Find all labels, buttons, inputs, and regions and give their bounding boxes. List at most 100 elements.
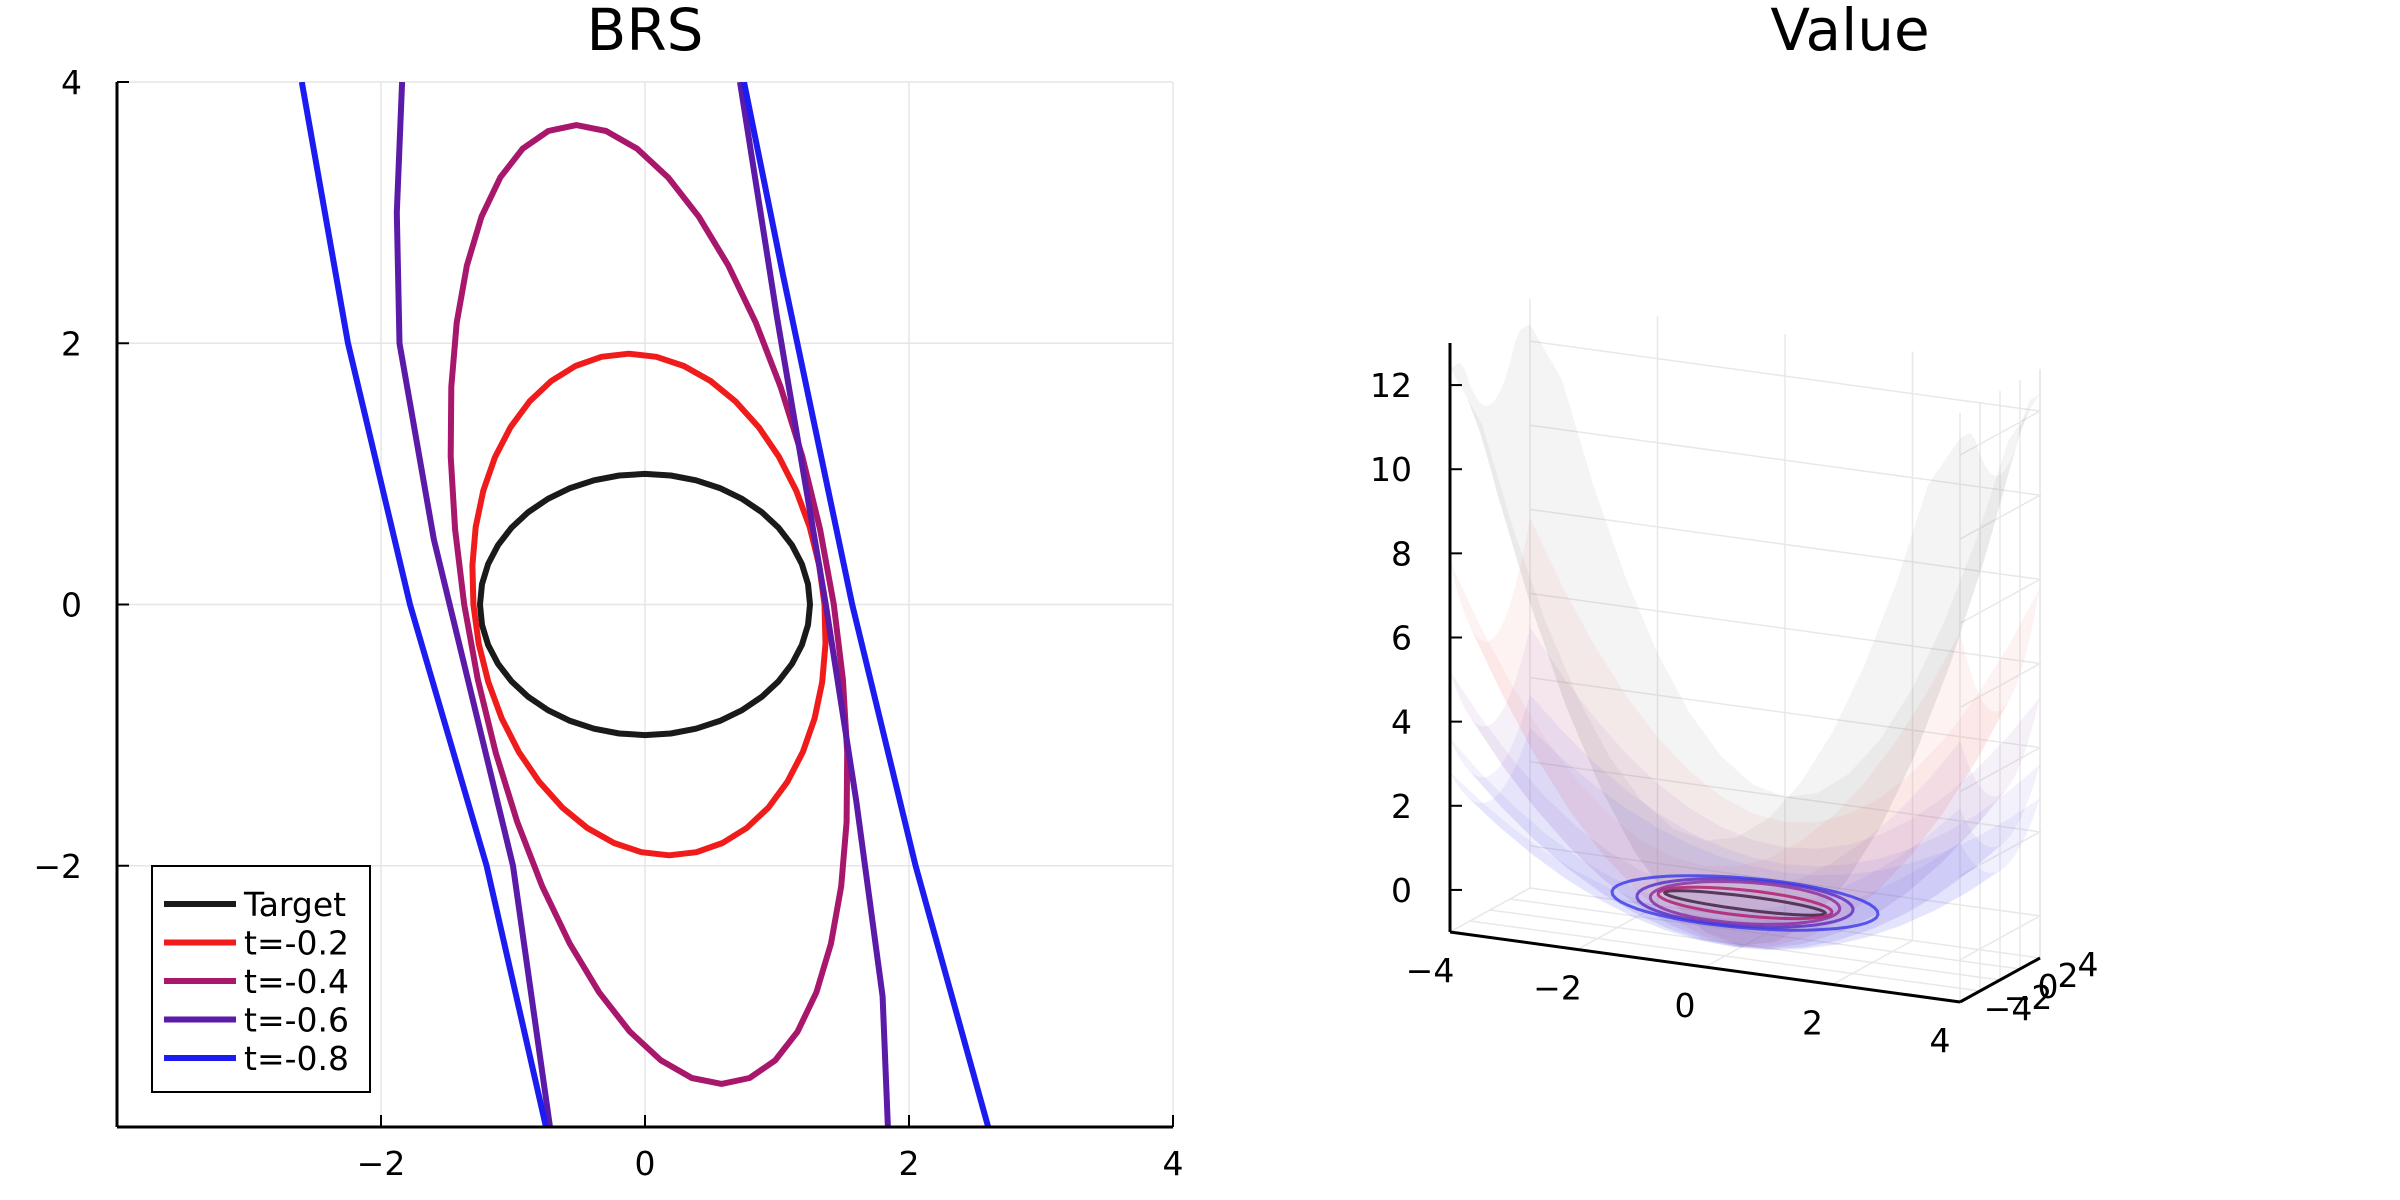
value-surface-cell — [1938, 828, 1975, 864]
value-surface-cell — [1842, 821, 1880, 870]
value-surface-cell — [1528, 599, 1566, 706]
value-surface-cell — [1869, 828, 1907, 869]
value-surface-cell — [1590, 840, 1628, 878]
value-surface-cell — [1902, 849, 1940, 880]
value-surface-cell — [1528, 833, 1566, 867]
value-surface-cell — [1948, 696, 1985, 764]
value-surface-cell — [1961, 847, 1999, 877]
value-surface-cell — [1934, 789, 1972, 836]
value-surface-cell — [1793, 943, 1831, 950]
value-surface-cell — [1669, 797, 1707, 863]
value-surface-cell — [1928, 631, 1965, 712]
value-surface-cell — [1973, 461, 2010, 585]
value-surface-cell — [1646, 827, 1684, 879]
value-surface-cell — [1820, 925, 1858, 940]
value-surface-cell — [1573, 571, 1611, 684]
value-surface-cell — [1518, 709, 1556, 778]
value-surface-cell — [1971, 736, 2009, 790]
value-surface-cell — [1538, 761, 1576, 818]
value-surface-cell — [1756, 941, 1794, 948]
value-surface-cell — [1523, 845, 1561, 875]
value-surface-cell — [1855, 858, 1893, 898]
value-x-tick-label: 2 — [1802, 1004, 1823, 1043]
value-surface-cell — [1801, 902, 1839, 915]
value-surface-cell — [1862, 926, 1900, 938]
value-surface-cell — [1919, 644, 1957, 744]
value-surface-cell — [1919, 837, 1957, 876]
value-surface-cell — [1673, 828, 1710, 868]
value-surface-cell — [1926, 893, 1964, 913]
value-surface-cell — [1874, 632, 1912, 735]
value-surface-cell — [1842, 868, 1880, 901]
value-surface-cell — [1864, 858, 1902, 889]
value-surface-cell — [1850, 897, 1888, 922]
value-surface-cell — [1870, 798, 1908, 847]
value-surface-cell — [1909, 856, 1947, 891]
value-surface-cell — [1583, 799, 1621, 836]
value-surface-cell — [1486, 650, 1524, 727]
value-surface-cell — [1946, 747, 1984, 808]
value-surface-cell — [1632, 758, 1670, 835]
value-surface-cell — [1931, 872, 1969, 898]
value-surface-cell — [1720, 929, 1757, 939]
value-surface-cell — [1693, 929, 1730, 943]
value-surface-cell — [1879, 651, 1917, 750]
value-surface-cell — [1924, 624, 1962, 728]
value-surface-cell — [1703, 930, 1740, 946]
value-surface-cell — [1582, 802, 1620, 854]
value-surface-cell — [1688, 921, 1725, 938]
value-surface-cell — [1708, 937, 1745, 947]
value-surface-cell — [1933, 851, 1970, 880]
value-surface-cell — [1761, 948, 1799, 950]
value-surface-cell — [1875, 818, 1913, 855]
value-surface-cell — [1914, 894, 1952, 916]
value-surface-cell — [1491, 746, 1529, 799]
value-surface-cell — [1491, 473, 1529, 600]
value-surface-cell — [1679, 797, 1717, 847]
value-surface-cell — [1889, 910, 1927, 927]
value-surface-cell — [1973, 698, 2010, 766]
value-surface-cell — [1465, 709, 1502, 765]
value-surface-cell — [1491, 818, 1529, 852]
value-surface-cell — [1907, 796, 1945, 839]
value-surface-cell — [1904, 815, 1942, 862]
value-surface-cell — [1627, 775, 1665, 848]
value-surface-cell — [1500, 758, 1537, 803]
brs-legend-label: t=-0.2 — [244, 924, 349, 963]
value-surface-cell — [1926, 834, 1964, 869]
value-surface-cell — [1909, 886, 1947, 911]
value-surface-cell — [1496, 492, 1534, 615]
value-surface-cell — [1577, 856, 1615, 888]
value-surface-cell — [1786, 931, 1824, 939]
value-surface-cell — [1560, 792, 1598, 846]
brs-panel: BRS −2 0 2 4 −2 0 2 4 Targett=-0.2t=-0.4t=-0.6t… — [33, 0, 1183, 1183]
value-surface-cell — [1543, 844, 1581, 873]
value-surface-cell — [1525, 627, 1562, 696]
value-surface-cell — [1558, 848, 1596, 877]
value-surface-cell — [1983, 765, 2020, 815]
value-surface-cell — [1533, 753, 1571, 812]
value-surface-cell — [1956, 716, 1994, 784]
value-surface-cell — [1558, 804, 1596, 847]
value-surface-cell — [1941, 575, 1979, 683]
value-surface-cell — [1865, 879, 1903, 903]
value-surface-cell — [1901, 872, 1939, 898]
value-surface-cell — [1595, 795, 1633, 849]
value-surface-cell — [1475, 801, 1512, 833]
value-surface-cell — [1450, 772, 1487, 812]
value-surface-cell — [1632, 823, 1670, 872]
value-surface-cell — [1894, 867, 1932, 897]
value-surface-cell — [1736, 818, 1774, 865]
value-surface-cell — [1560, 690, 1598, 781]
value-surface-cell — [1948, 787, 1985, 832]
value-surface-cell — [1582, 723, 1620, 807]
value-surface-cell — [1696, 862, 1734, 907]
value-surface-cell — [1481, 718, 1519, 776]
value-surface-cell — [1884, 666, 1922, 761]
value-surface-cell — [1879, 794, 1917, 848]
value-surface-cell — [1750, 934, 1787, 943]
value-surface-cell — [1874, 897, 1912, 919]
value-surface-cell — [1460, 788, 1497, 825]
value-surface-cell — [1872, 910, 1910, 929]
value-surface-cell — [1943, 685, 1980, 756]
